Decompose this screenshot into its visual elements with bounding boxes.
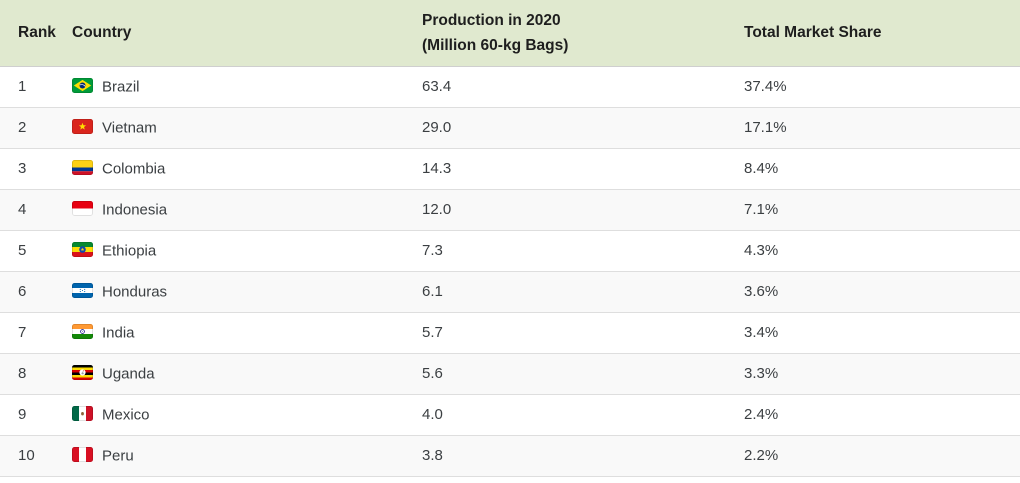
production-cell: 63.4 <box>422 78 452 95</box>
table-row: 8 Uganda 5.6 3.3% <box>0 353 1020 394</box>
rank-cell: 2 <box>18 119 27 136</box>
production-cell: 7.3 <box>422 242 443 259</box>
market-share-cell: 2.2% <box>744 447 779 464</box>
country-cell: Vietnam <box>54 107 402 148</box>
brazil-flag-icon <box>72 78 93 94</box>
market-share-cell: 8.4% <box>744 160 779 177</box>
vietnam-flag-icon <box>72 119 93 135</box>
table-row: 3 Colombia 14.3 8.4% <box>0 148 1020 189</box>
column-header-country: Country <box>54 0 402 67</box>
country-name: India <box>102 324 135 342</box>
country-name: Peru <box>102 447 134 465</box>
column-header-rank: Rank <box>0 0 56 67</box>
market-share-cell: 4.3% <box>744 242 779 259</box>
market-share-cell: 7.1% <box>744 201 779 218</box>
market-share-cell: 17.1% <box>744 119 787 136</box>
country-cell: Indonesia <box>54 189 402 230</box>
country-cell: Peru <box>54 435 402 476</box>
ethiopia-flag-icon <box>72 242 93 258</box>
production-cell: 5.7 <box>422 324 443 341</box>
country-name: Honduras <box>102 283 168 301</box>
table-row: 7 India 5.7 3.4% <box>0 312 1020 353</box>
country-cell: India <box>54 312 402 353</box>
market-share-cell: 3.6% <box>744 283 779 300</box>
country-cell: Brazil <box>54 66 402 107</box>
uganda-flag-icon <box>72 365 93 381</box>
india-flag-icon <box>72 324 93 340</box>
colombia-flag-icon <box>72 160 93 176</box>
market-share-cell: 3.4% <box>744 324 779 341</box>
country-name: Vietnam <box>102 119 157 137</box>
country-cell: Uganda <box>54 353 402 394</box>
column-header-production: Production in 2020 (Million 60-kg Bags) <box>402 0 724 67</box>
mexico-flag-icon <box>72 406 93 422</box>
rank-cell: 3 <box>18 160 27 177</box>
country-cell: Honduras <box>54 271 402 312</box>
country-name: Indonesia <box>102 201 168 219</box>
production-cell: 29.0 <box>422 119 452 136</box>
country-name: Uganda <box>102 365 155 383</box>
table-row: 10 Peru 3.8 2.2% <box>0 435 1020 476</box>
column-header-production-line1: Production in 2020 <box>422 11 561 29</box>
production-cell: 5.6 <box>422 365 443 382</box>
country-cell: Mexico <box>54 394 402 435</box>
rank-cell: 1 <box>18 78 27 95</box>
country-name: Brazil <box>102 78 140 96</box>
peru-flag-icon <box>72 447 93 463</box>
production-cell: 6.1 <box>422 283 443 300</box>
country-name: Mexico <box>102 406 150 424</box>
header-row: Rank Country Production in 2020 (Million… <box>0 0 1020 67</box>
market-share-cell: 37.4% <box>744 78 787 95</box>
column-header-production-line2: (Million 60-kg Bags) <box>422 36 569 54</box>
production-cell: 14.3 <box>422 160 452 177</box>
production-cell: 4.0 <box>422 406 443 423</box>
rank-cell: 8 <box>18 365 27 382</box>
honduras-flag-icon <box>72 283 93 299</box>
rank-cell: 6 <box>18 283 27 300</box>
rank-cell: 9 <box>18 406 27 423</box>
rank-cell: 7 <box>18 324 27 341</box>
rank-cell: 4 <box>18 201 27 218</box>
column-header-market-share: Total Market Share <box>724 0 1020 67</box>
production-cell: 12.0 <box>422 201 452 218</box>
table-row: 6 Honduras 6.1 3.6% <box>0 271 1020 312</box>
table-row: 4 Indonesia 12.0 7.1% <box>0 189 1020 230</box>
country-cell: Colombia <box>54 148 402 189</box>
market-share-cell: 3.3% <box>744 365 779 382</box>
table-row: 5 Ethiopia 7.3 4.3% <box>0 230 1020 271</box>
country-name: Ethiopia <box>102 242 157 260</box>
table-row: 9 Mexico 4.0 2.4% <box>0 394 1020 435</box>
production-cell: 3.8 <box>422 447 443 464</box>
rank-cell: 10 <box>18 447 35 464</box>
table-row: 1 Brazil 63.4 37.4% <box>0 66 1020 107</box>
rank-cell: 5 <box>18 242 27 259</box>
table-row: 2 Vietnam 29.0 17.1% <box>0 107 1020 148</box>
indonesia-flag-icon <box>72 201 93 217</box>
table-body: 1 Brazil 63.4 37.4% 2 Vietnam 29.0 17.1% 3 Colomb… <box>0 66 1020 476</box>
market-share-cell: 2.4% <box>744 406 779 423</box>
country-name: Colombia <box>102 160 166 178</box>
country-cell: Ethiopia <box>54 230 402 271</box>
